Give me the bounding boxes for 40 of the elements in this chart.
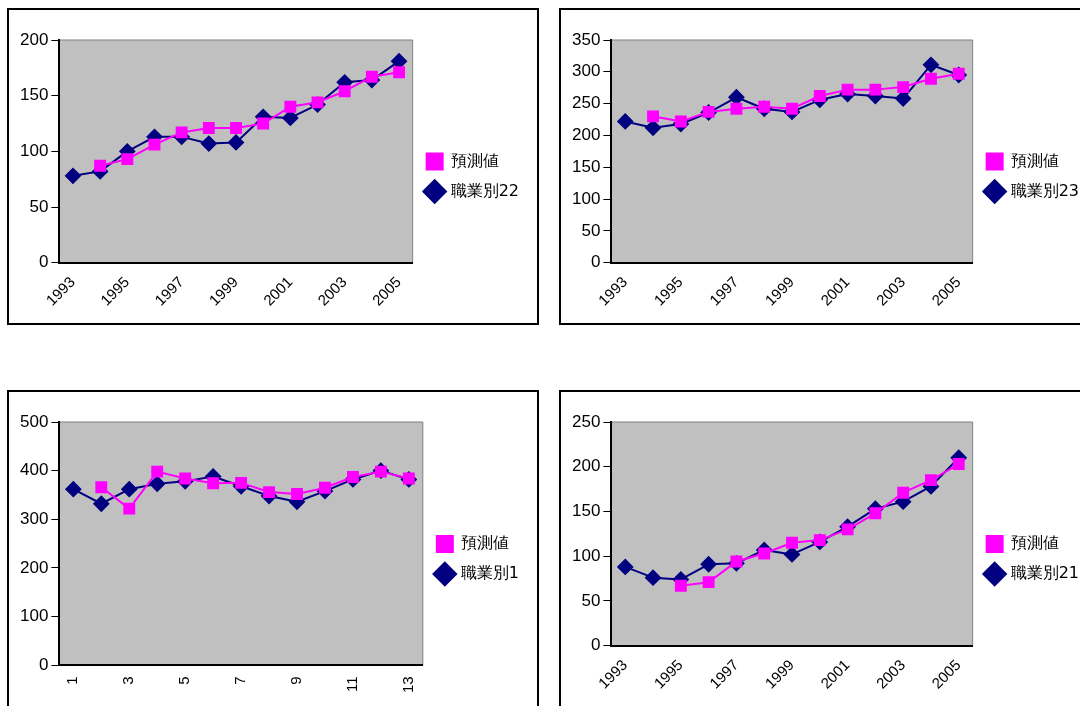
- y-tick-label: 100: [19, 606, 49, 626]
- y-tick-label: 200: [571, 456, 601, 476]
- y-tick-label: 50: [581, 220, 601, 240]
- legend-label: 預測値: [450, 150, 499, 170]
- y-tick-label: 500: [19, 411, 49, 431]
- y-tick-label: 0: [590, 252, 601, 272]
- y-tick-label: 200: [571, 125, 601, 145]
- y-tick-label: 100: [19, 141, 49, 161]
- y-tick-label: 0: [38, 252, 49, 272]
- x-tick-label: 1: [63, 676, 81, 685]
- y-tick-label: 300: [571, 61, 601, 81]
- y-tick-label: 350: [571, 29, 601, 49]
- x-tick-label: 5: [175, 676, 193, 685]
- legend-label: 預測値: [1010, 533, 1059, 553]
- x-tick-label: 9: [287, 676, 305, 685]
- legend-label: 職業別22: [450, 180, 519, 200]
- y-tick-label: 100: [571, 545, 601, 565]
- x-tick-label: 7: [231, 676, 249, 685]
- y-tick-label: 150: [571, 156, 601, 176]
- y-tick-label: 150: [19, 85, 49, 105]
- y-tick-label: 400: [19, 460, 49, 480]
- y-tick-label: 150: [571, 501, 601, 521]
- legend-label: 預測値: [460, 533, 509, 553]
- y-tick-label: 50: [581, 590, 601, 610]
- legend-label: 職業別21: [1010, 563, 1079, 583]
- y-tick-label: 250: [571, 411, 601, 431]
- x-tick-label: 13: [398, 676, 416, 693]
- y-tick-label: 200: [19, 557, 49, 577]
- x-tick-label: 11: [343, 676, 361, 692]
- y-tick-label: 100: [571, 188, 601, 208]
- x-tick-label: 3: [119, 676, 137, 685]
- legend-label: 預測値: [1010, 150, 1059, 170]
- legend-label: 職業別23: [1010, 180, 1079, 200]
- y-tick-label: 50: [29, 196, 49, 216]
- y-tick-label: 0: [590, 635, 601, 655]
- y-tick-label: 200: [19, 29, 49, 49]
- y-tick-label: 250: [571, 93, 601, 113]
- y-tick-label: 0: [38, 655, 49, 674]
- legend-label: 職業別1: [460, 563, 520, 583]
- y-tick-label: 300: [19, 509, 49, 529]
